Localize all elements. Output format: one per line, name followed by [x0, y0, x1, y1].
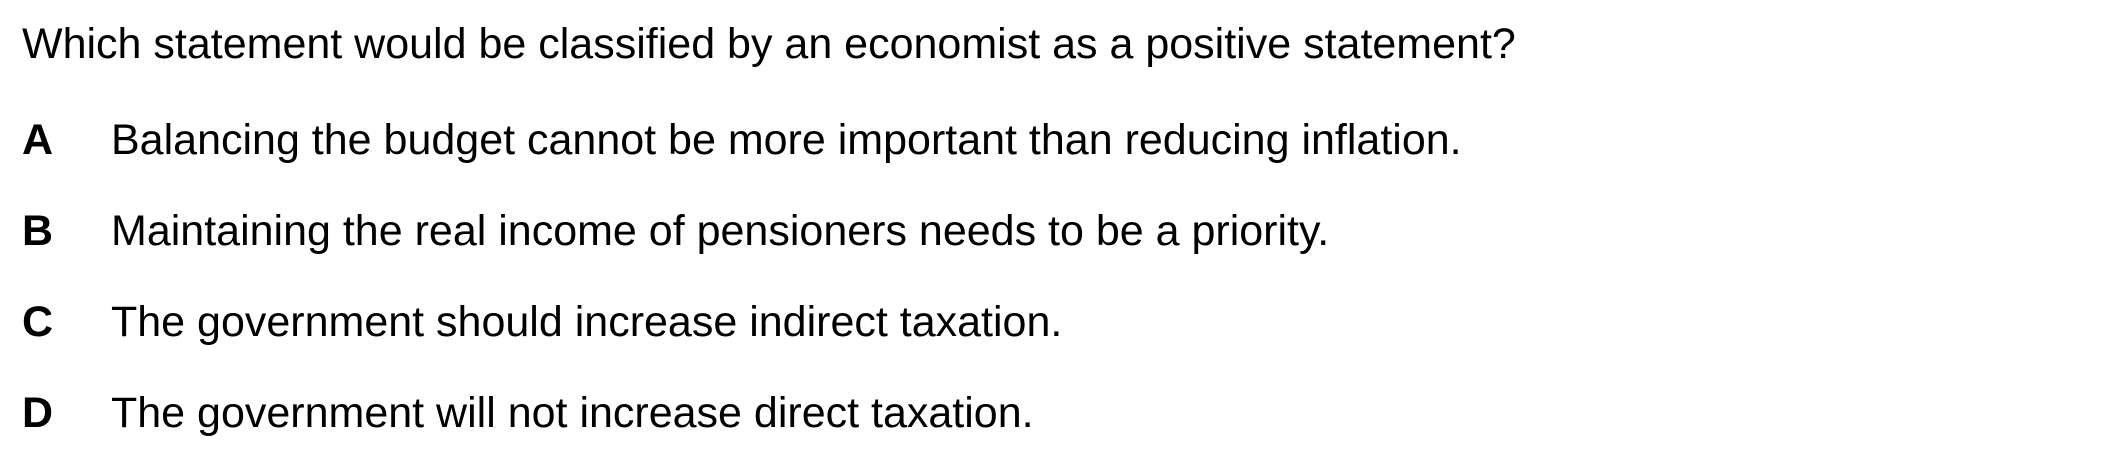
option-d: D The government will not increase direc…	[22, 385, 1462, 476]
question-text: Which statement would be classified by a…	[22, 20, 1516, 68]
option-c: C The government should increase indirec…	[22, 294, 1462, 385]
answer-options-list: A Balancing the budget cannot be more im…	[22, 112, 1462, 476]
option-b-text: Maintaining the real income of pensioner…	[111, 207, 1330, 255]
option-b-letter: B	[22, 207, 54, 255]
option-c-text: The government should increase indirect …	[111, 298, 1063, 346]
option-a-text: Balancing the budget cannot be more impo…	[111, 116, 1462, 164]
option-c-letter: C	[22, 298, 54, 346]
option-a: A Balancing the budget cannot be more im…	[22, 112, 1462, 203]
option-d-text: The government will not increase direct …	[111, 389, 1034, 437]
option-b: B Maintaining the real income of pension…	[22, 203, 1462, 294]
option-a-letter: A	[22, 116, 54, 164]
option-d-letter: D	[22, 389, 54, 437]
